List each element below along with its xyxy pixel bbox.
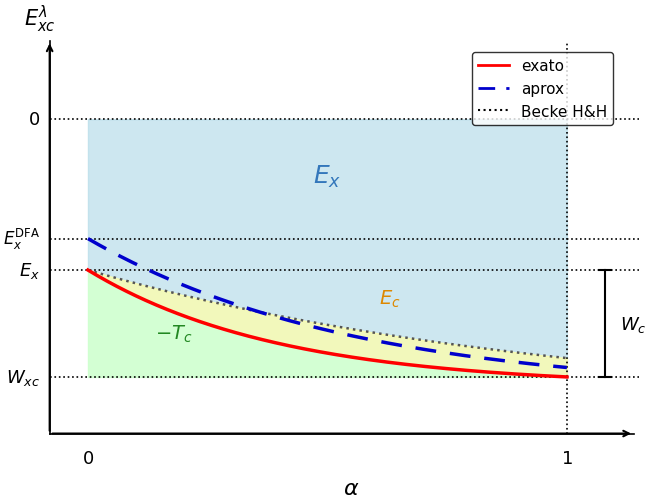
- Text: $W_c$: $W_c$: [620, 314, 646, 334]
- Text: $E_x$: $E_x$: [313, 163, 342, 189]
- Legend: exato, aprox, Becke H&H: exato, aprox, Becke H&H: [472, 53, 613, 125]
- Text: $E_x^{\mathrm{DFA}}$: $E_x^{\mathrm{DFA}}$: [3, 226, 40, 252]
- Text: $W_{xc}$: $W_{xc}$: [6, 367, 40, 387]
- Text: $0$: $0$: [28, 111, 40, 129]
- Text: $E_c$: $E_c$: [379, 288, 400, 310]
- Text: $0$: $0$: [82, 449, 94, 467]
- Text: $-T_c$: $-T_c$: [155, 323, 193, 344]
- Text: $E_{xc}^{\lambda}$: $E_{xc}^{\lambda}$: [24, 4, 56, 35]
- Text: $E_x$: $E_x$: [19, 261, 40, 281]
- Text: $1$: $1$: [561, 449, 573, 467]
- Text: $\alpha$: $\alpha$: [343, 477, 360, 497]
